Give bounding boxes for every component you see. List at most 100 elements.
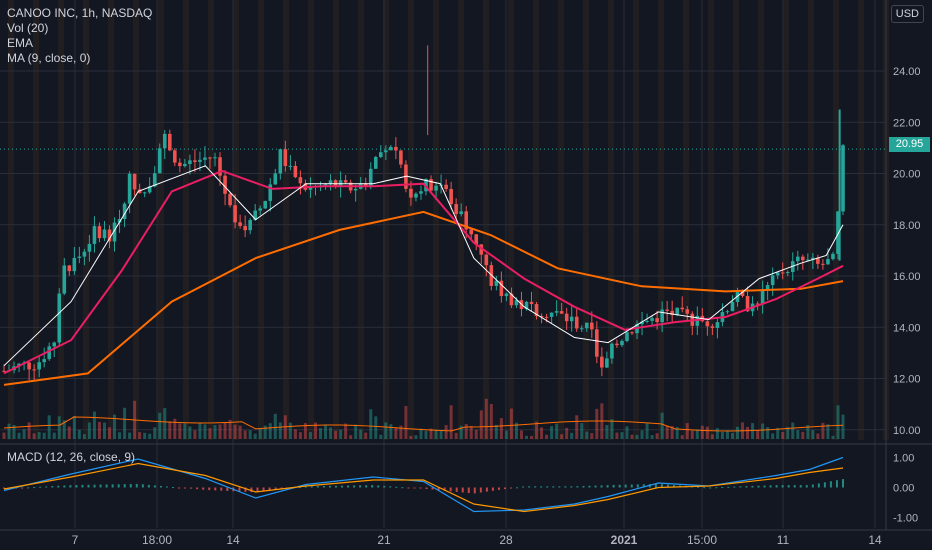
macd-histogram-bar [775, 485, 778, 488]
candle-body [610, 343, 614, 359]
candle-body [258, 208, 263, 211]
session-band [458, 0, 464, 440]
candle-body [363, 183, 368, 187]
volume-bar [640, 430, 644, 439]
macd-histogram-bar [751, 485, 754, 488]
candle-body [464, 211, 469, 230]
volume-bar [555, 423, 559, 439]
candle-body [770, 275, 775, 286]
candle-body [238, 222, 242, 226]
volume-bar [756, 430, 760, 439]
volume-bar [429, 428, 433, 439]
candle-body [806, 259, 810, 261]
session-band [108, 0, 114, 440]
volume-bar [610, 419, 614, 439]
candle-body [97, 226, 102, 239]
volume-bar [730, 432, 734, 439]
ma-indicator-label[interactable]: MA (9, close, 0) [7, 51, 91, 65]
macd-histogram-bar [407, 487, 410, 489]
volume-bar [263, 425, 267, 439]
macd-histogram-bar [757, 485, 760, 488]
macd-histogram-bar [371, 485, 374, 488]
macd-histogram-bar [491, 487, 494, 491]
candle-body [268, 184, 273, 201]
volume-bar [198, 423, 202, 439]
symbol-title[interactable]: CANOO INC, 1h, NASDAQ [7, 6, 153, 20]
price-tick-label: 10.00 [893, 425, 921, 437]
candle-body [600, 356, 604, 368]
macd-histogram-bar [153, 485, 156, 488]
time-tick-label: 21 [377, 533, 391, 547]
currency-button[interactable]: USD [890, 5, 924, 23]
macd-histogram-bar [389, 486, 392, 488]
macd-indicator-label[interactable]: MACD (12, 26, close, 9) [7, 450, 136, 464]
macd-histogram-bar [612, 484, 615, 488]
candle-body [534, 304, 539, 317]
candle-body [574, 316, 579, 329]
candle-body [449, 188, 453, 205]
volume-bar [620, 432, 624, 439]
volume-bar [826, 424, 830, 439]
time-tick-label: 14 [868, 533, 882, 547]
candle-body [474, 234, 479, 245]
candle-body [213, 157, 217, 159]
vol-indicator-label[interactable]: Vol (20) [7, 21, 49, 35]
candle-body [529, 301, 534, 305]
volume-bar [801, 431, 805, 439]
session-band [758, 0, 764, 440]
volume-bar [580, 423, 584, 439]
time-tick-label: 18:00 [142, 533, 172, 547]
session-band [808, 0, 814, 440]
macd-histogram-bar [69, 485, 72, 488]
volume-bar [238, 425, 242, 439]
ema-indicator-label[interactable]: EMA [7, 36, 34, 50]
volume-bar [2, 432, 6, 439]
candle-body [710, 326, 715, 328]
macd-histogram-bar [654, 483, 657, 488]
macd-histogram-bar [805, 485, 808, 488]
macd-histogram-bar [111, 484, 114, 488]
session-band [333, 0, 339, 440]
macd-histogram-bar [304, 486, 307, 488]
macd-histogram-bar [618, 484, 621, 488]
candle-body [82, 251, 87, 257]
candle-body [107, 229, 112, 242]
volume-bar [379, 434, 383, 439]
volume-bar [32, 433, 36, 439]
candle-body [52, 342, 57, 347]
macd-histogram-bar [298, 487, 301, 489]
volume-bar [118, 432, 122, 439]
macd-histogram-bar [87, 484, 90, 488]
volume-bar [786, 427, 790, 439]
candle-body [469, 229, 474, 235]
macd-histogram-bar [510, 487, 513, 489]
volume-bar [816, 433, 820, 439]
macd-histogram-bar [727, 486, 730, 488]
session-band [508, 0, 514, 440]
macd-histogram-bar [781, 485, 784, 488]
volume-bar [243, 430, 247, 439]
session-band [8, 0, 14, 440]
volume-bar [690, 430, 694, 439]
session-band [133, 0, 139, 440]
macd-histogram-bar [310, 486, 313, 488]
session-band [783, 0, 789, 440]
candle-body [142, 192, 147, 194]
volume-bar [474, 429, 478, 439]
volume-bar [288, 422, 292, 439]
volume-bar [414, 435, 418, 439]
candle-body [705, 321, 710, 327]
macd-histogram-bar [769, 485, 772, 488]
macd-histogram-bar [147, 484, 150, 488]
volume-bar [746, 426, 750, 439]
candle-body [208, 157, 212, 159]
candle-body [223, 175, 227, 194]
candle-body [127, 173, 132, 204]
candle-body [775, 272, 780, 276]
candle-body [660, 309, 664, 323]
volume-bar [444, 425, 448, 439]
macd-histogram-bar [178, 487, 181, 489]
volume-bar [670, 426, 674, 439]
volume-bar [389, 424, 393, 439]
